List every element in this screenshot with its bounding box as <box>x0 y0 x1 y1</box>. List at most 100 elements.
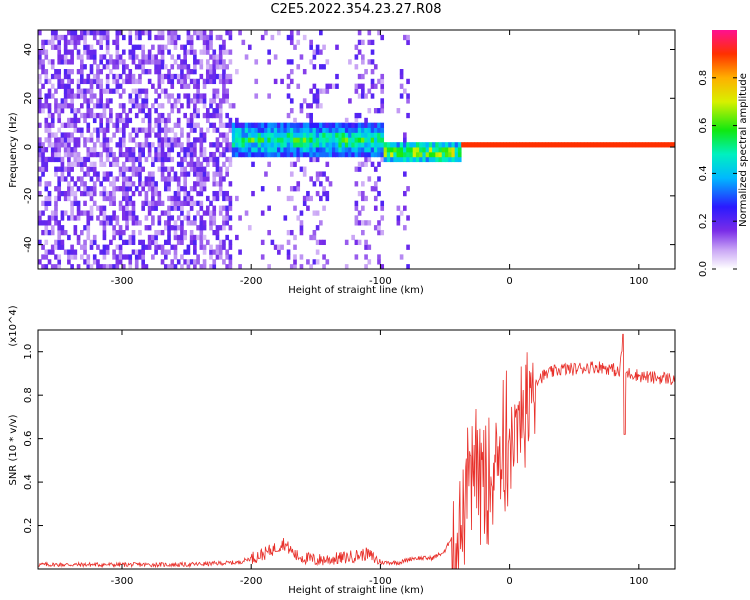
spectrogram-cell <box>209 64 213 70</box>
spectrogram-cell <box>280 244 284 250</box>
spectrogram-cell <box>257 147 262 153</box>
spectrogram-cell <box>383 156 388 163</box>
y-tick-label: -20 <box>23 188 34 204</box>
spectrogram-cell <box>315 142 320 148</box>
spectrogram-cell <box>218 181 223 187</box>
spectrogram-cell <box>205 64 210 70</box>
spectrogram-cell <box>47 229 52 236</box>
spectrogram-cell <box>215 166 220 172</box>
spectrogram-cell <box>354 142 359 148</box>
spectrogram-cell <box>54 215 58 221</box>
spectrogram-cell <box>199 137 204 143</box>
spectrogram-cell <box>344 137 349 143</box>
spectrogram-cell <box>180 186 184 192</box>
spectrogram-cell <box>215 161 220 167</box>
spectrogram-cell <box>83 190 87 197</box>
spectrogram-cell <box>141 49 145 55</box>
spectrogram-cell <box>144 200 149 206</box>
spectrogram-cell <box>183 73 187 80</box>
spectrogram-cell <box>335 142 339 148</box>
spectrogram-cell <box>115 117 120 124</box>
spectrogram-cell <box>251 127 255 133</box>
spectrogram-cell <box>186 69 191 75</box>
spectrogram-cell <box>160 103 165 109</box>
colorbar-label: Normalized spectral amplitude <box>738 73 749 227</box>
y-tick-label: 0 <box>23 144 34 150</box>
spectrogram-cell <box>121 264 126 269</box>
spectrogram-cell <box>86 171 91 177</box>
spectrogram-cell <box>50 142 55 148</box>
spectrogram-cell <box>121 190 126 197</box>
spectrogram-cell <box>241 132 246 138</box>
spectrogram-cell <box>154 132 158 138</box>
spectrogram-cell <box>92 200 97 206</box>
spectrogram-cell <box>121 108 126 114</box>
spectrogram-cell <box>89 44 94 50</box>
spectrogram-cell <box>254 151 259 158</box>
spectrogram-cell <box>267 59 271 65</box>
spectrogram-cell <box>163 239 168 246</box>
spectrogram-cell <box>189 142 194 148</box>
spectrogram-cell <box>70 215 74 221</box>
spectrogram-cell <box>99 88 104 94</box>
spectrogram-cell <box>170 30 175 36</box>
spectrogram-cell <box>209 142 213 148</box>
spectrogram-cell <box>180 239 184 246</box>
spectrogram-cell <box>225 220 229 226</box>
spectrogram-cell <box>38 181 42 187</box>
spectrogram-cell <box>41 49 45 55</box>
spectrogram-cell <box>147 171 152 177</box>
spectrogram-cell <box>267 132 271 138</box>
spectrogram-cell <box>189 200 194 206</box>
spectrogram-cell <box>319 88 323 94</box>
spectrogram-cell <box>289 122 294 128</box>
spectrogram-cell <box>273 54 278 60</box>
spectrogram-cell <box>76 161 81 167</box>
spectrogram-cell <box>361 137 365 143</box>
spectrogram-cell <box>38 166 42 172</box>
spectrogram-cell <box>322 142 326 148</box>
spectrogram-cell <box>118 259 123 265</box>
spectrogram-cell <box>309 195 313 202</box>
spectrogram-cell <box>196 108 200 114</box>
spectrogram-cell <box>57 195 62 202</box>
spectrogram-cell <box>257 132 262 138</box>
spectrogram-cell <box>57 39 62 46</box>
spectrogram-cell <box>377 137 381 143</box>
spectrogram-cell <box>293 259 297 265</box>
spectrogram-cell <box>41 171 45 177</box>
spectrogram-cell <box>215 137 220 143</box>
spectrogram-cell <box>157 244 162 250</box>
spectrogram-cell <box>377 229 381 236</box>
spectrogram-cell <box>380 142 385 148</box>
spectrogram-cell <box>170 39 175 46</box>
spectrogram-cell <box>54 171 58 177</box>
spectrogram-cell <box>128 93 133 99</box>
spectrogram-cell <box>612 142 617 148</box>
spectrogram-cell <box>228 122 233 128</box>
spectrogram-cell <box>354 54 359 60</box>
spectrogram-cell <box>380 78 385 85</box>
spectrogram-cell <box>218 176 223 182</box>
spectrogram-cell <box>79 244 84 250</box>
spectrogram-cell <box>312 83 317 89</box>
spectrogram-cell <box>354 127 359 133</box>
spectrogram-cell <box>105 117 110 124</box>
spectrogram-cell <box>128 195 133 202</box>
spectrogram-cell <box>170 93 175 99</box>
spectrogram-cell <box>57 44 62 50</box>
spectrogram-cell <box>367 259 372 265</box>
spectrogram-cell <box>147 49 152 55</box>
spectrogram-cell <box>154 54 158 60</box>
spectrogram-cell <box>99 249 104 255</box>
spectrogram-cell <box>109 69 113 75</box>
spectrogram-cell <box>76 142 81 148</box>
spectrogram-cell <box>218 122 223 128</box>
spectrogram-cell <box>67 137 71 143</box>
spectrogram-cell <box>54 73 58 80</box>
spectrogram-cell <box>131 181 136 187</box>
spectrogram-cell <box>331 151 336 158</box>
spectrogram-cell <box>383 151 388 158</box>
spectrogram-cell <box>277 244 281 250</box>
spectrogram-cell <box>131 229 136 236</box>
